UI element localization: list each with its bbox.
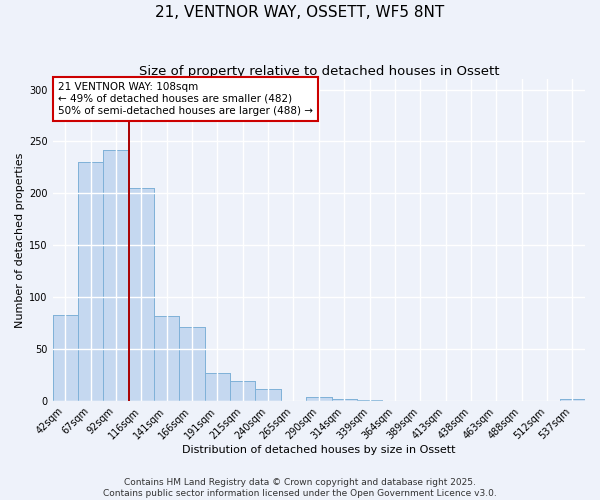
- Bar: [78, 162, 103, 401]
- Bar: [357, 400, 382, 401]
- Bar: [103, 150, 129, 401]
- Bar: [306, 397, 332, 401]
- Bar: [230, 382, 256, 401]
- Bar: [103, 150, 129, 401]
- Bar: [129, 188, 154, 401]
- Bar: [256, 388, 281, 401]
- Text: 21 VENTNOR WAY: 108sqm
← 49% of detached houses are smaller (482)
50% of semi-de: 21 VENTNOR WAY: 108sqm ← 49% of detached…: [58, 82, 313, 116]
- Bar: [129, 188, 154, 401]
- Text: 21, VENTNOR WAY, OSSETT, WF5 8NT: 21, VENTNOR WAY, OSSETT, WF5 8NT: [155, 5, 445, 20]
- Bar: [179, 328, 205, 401]
- X-axis label: Distribution of detached houses by size in Ossett: Distribution of detached houses by size …: [182, 445, 455, 455]
- Bar: [205, 373, 230, 401]
- Bar: [154, 316, 179, 401]
- Y-axis label: Number of detached properties: Number of detached properties: [15, 152, 25, 328]
- Bar: [179, 328, 205, 401]
- Bar: [357, 400, 382, 401]
- Bar: [205, 373, 230, 401]
- Bar: [560, 399, 585, 401]
- Title: Size of property relative to detached houses in Ossett: Size of property relative to detached ho…: [139, 65, 499, 78]
- Bar: [332, 399, 357, 401]
- Bar: [154, 316, 179, 401]
- Bar: [53, 315, 78, 401]
- Text: Contains HM Land Registry data © Crown copyright and database right 2025.
Contai: Contains HM Land Registry data © Crown c…: [103, 478, 497, 498]
- Bar: [78, 162, 103, 401]
- Bar: [560, 399, 585, 401]
- Bar: [332, 399, 357, 401]
- Bar: [230, 382, 256, 401]
- Bar: [306, 397, 332, 401]
- Bar: [256, 388, 281, 401]
- Bar: [53, 315, 78, 401]
